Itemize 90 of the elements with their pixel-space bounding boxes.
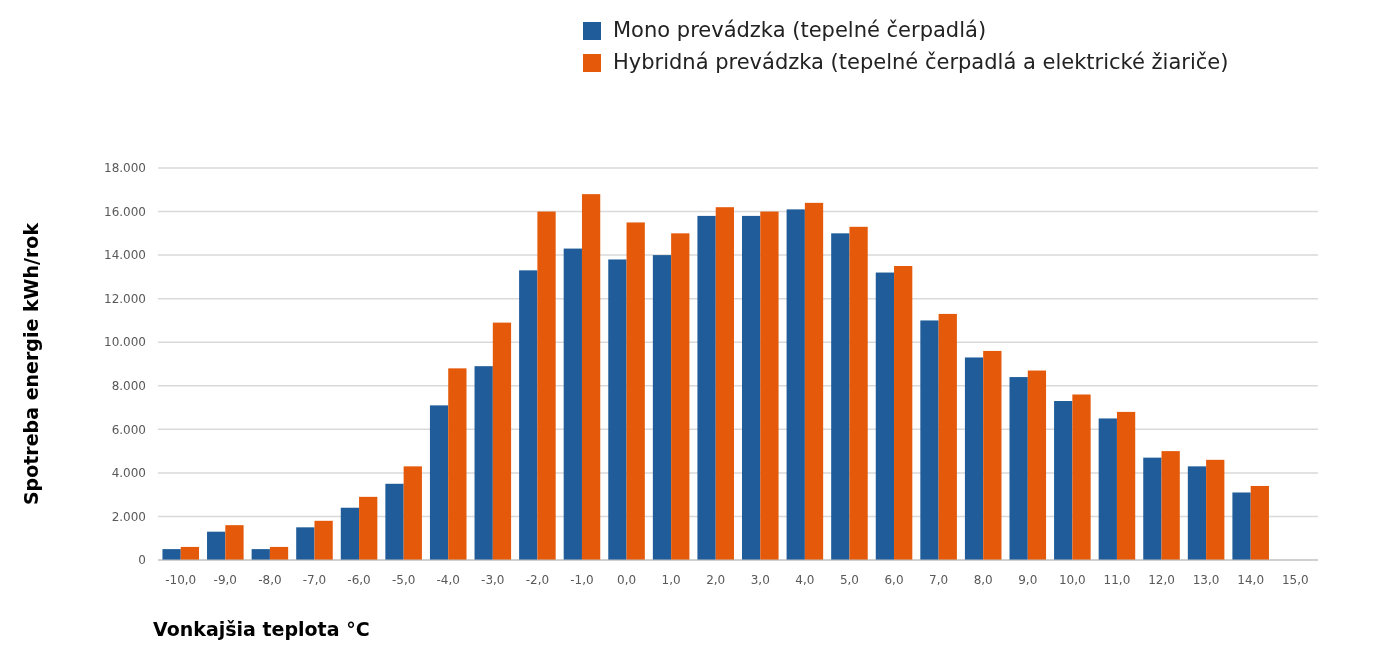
bar xyxy=(849,226,868,560)
bar xyxy=(1116,411,1136,560)
bar xyxy=(314,520,333,560)
bar xyxy=(1250,485,1269,560)
bar xyxy=(519,270,538,560)
bar xyxy=(1027,370,1047,560)
bar xyxy=(920,320,939,560)
x-tick-label: 5,0 xyxy=(839,573,859,587)
x-tick-label: 0,0 xyxy=(617,573,637,587)
bar xyxy=(359,496,378,560)
y-tick-label: 10.000 xyxy=(104,335,146,350)
bar xyxy=(474,366,493,560)
bar xyxy=(1206,459,1225,560)
bar xyxy=(742,215,761,560)
bar xyxy=(831,233,850,560)
x-tick-label: -8,0 xyxy=(258,573,282,587)
x-tick-label: -1,0 xyxy=(570,573,594,587)
bar xyxy=(786,209,805,560)
bar xyxy=(1161,451,1180,560)
x-tick-label: 11,0 xyxy=(1103,573,1131,587)
x-tick-label: -10,0 xyxy=(165,573,197,587)
y-tick-label: 6.000 xyxy=(111,422,146,437)
bar xyxy=(162,549,181,560)
bar xyxy=(608,259,627,560)
bar xyxy=(1232,492,1251,560)
y-tick-label: 4.000 xyxy=(111,466,146,481)
bar xyxy=(875,272,895,560)
bar xyxy=(180,546,200,560)
bar xyxy=(804,202,824,560)
bar xyxy=(652,255,672,560)
bar xyxy=(760,211,779,560)
x-tick-label: 10,0 xyxy=(1059,573,1086,587)
x-tick-label: 9,0 xyxy=(1018,573,1038,587)
bar xyxy=(1009,377,1028,560)
bar xyxy=(225,525,244,560)
bar xyxy=(492,322,512,560)
bar xyxy=(1098,418,1117,560)
bar xyxy=(671,233,690,560)
x-tick-label: 3,0 xyxy=(750,573,770,587)
x-tick-label: 14,0 xyxy=(1237,573,1265,587)
y-tick-label: 12.000 xyxy=(104,291,146,306)
y-tick-label: 2.000 xyxy=(111,509,146,524)
bar xyxy=(403,466,422,560)
x-tick-label: 13,0 xyxy=(1192,573,1220,587)
bar xyxy=(207,531,226,560)
x-tick-label: 8,0 xyxy=(973,573,993,587)
y-tick-label: 0 xyxy=(138,553,146,568)
x-tick-label: -7,0 xyxy=(302,573,327,587)
bar xyxy=(1054,401,1073,560)
bar xyxy=(1143,457,1162,560)
y-tick-label: 16.000 xyxy=(104,204,146,219)
bar xyxy=(1187,466,1207,560)
bar xyxy=(537,211,556,560)
bar xyxy=(448,368,467,560)
x-tick-label: -6,0 xyxy=(347,573,371,587)
x-tick-label: 4,0 xyxy=(795,573,815,587)
x-tick-label: 2,0 xyxy=(706,573,726,587)
legend-label: Mono prevádzka (tepelné čerpadlá) xyxy=(613,18,987,43)
bar xyxy=(697,215,716,560)
x-tick-label: -5,0 xyxy=(391,573,416,587)
x-tick-label: 6,0 xyxy=(884,573,904,587)
bar xyxy=(938,313,957,560)
bar xyxy=(429,405,449,560)
legend-label: Hybridná prevádzka (tepelné čerpadlá a elektrické žiariče) xyxy=(613,50,1229,75)
bar xyxy=(983,350,1002,560)
bar xyxy=(296,527,315,560)
x-tick-label: -4,0 xyxy=(436,573,460,587)
bar xyxy=(269,546,289,560)
bar xyxy=(581,194,601,560)
bar xyxy=(340,507,360,560)
bar xyxy=(964,357,984,560)
bar xyxy=(1072,394,1091,560)
x-tick-label: -3,0 xyxy=(481,573,505,587)
bar xyxy=(715,207,734,560)
x-axis-title: Vonkajšia teplota °C xyxy=(153,618,370,640)
y-tick-label: 8.000 xyxy=(111,378,146,393)
x-tick-label: 7,0 xyxy=(929,573,949,587)
x-tick-label: 12,0 xyxy=(1148,573,1175,587)
bar xyxy=(626,222,645,560)
bar xyxy=(563,248,582,560)
x-tick-label: -9,0 xyxy=(213,573,238,587)
x-tick-label: 1,0 xyxy=(661,573,681,587)
bar xyxy=(251,549,270,560)
y-axis-title: Spotreba energie kWh/rok xyxy=(20,222,42,506)
bar xyxy=(385,483,404,560)
x-tick-label: 15,0 xyxy=(1281,573,1309,587)
y-tick-label: 18.000 xyxy=(104,161,146,176)
y-tick-label: 14.000 xyxy=(104,248,146,263)
bar xyxy=(894,266,913,560)
x-tick-label: -2,0 xyxy=(525,573,550,587)
